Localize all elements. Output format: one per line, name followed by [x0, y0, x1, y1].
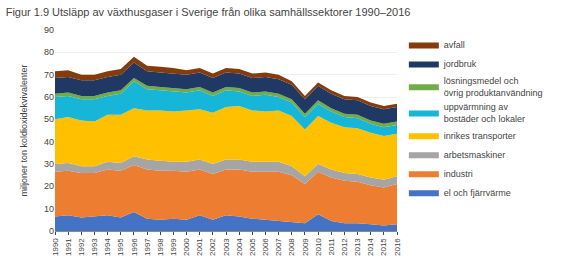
svg-text:2009: 2009 — [301, 238, 310, 256]
svg-text:1990: 1990 — [51, 238, 60, 256]
svg-text:70: 70 — [44, 70, 54, 80]
svg-text:1993: 1993 — [90, 238, 99, 256]
svg-text:80: 80 — [44, 47, 54, 57]
svg-text:el och fjärrvärme: el och fjärrvärme — [444, 188, 511, 198]
svg-text:2010: 2010 — [314, 238, 323, 256]
svg-text:2014: 2014 — [366, 238, 375, 256]
svg-text:60: 60 — [44, 92, 54, 102]
svg-text:inrikes transporter: inrikes transporter — [444, 131, 516, 141]
svg-text:1992: 1992 — [77, 238, 86, 256]
svg-text:1997: 1997 — [143, 238, 152, 256]
svg-text:2000: 2000 — [182, 238, 191, 256]
svg-text:30: 30 — [44, 159, 54, 169]
svg-text:2012: 2012 — [340, 238, 349, 256]
svg-text:2003: 2003 — [222, 238, 231, 256]
svg-text:0: 0 — [49, 226, 54, 236]
svg-text:2011: 2011 — [327, 238, 336, 256]
svg-text:90: 90 — [44, 25, 54, 35]
svg-text:1994: 1994 — [103, 238, 112, 256]
svg-text:arbetsmaskiner: arbetsmaskiner — [444, 150, 506, 160]
svg-text:2013: 2013 — [353, 238, 362, 256]
svg-text:1995: 1995 — [116, 238, 125, 256]
svg-text:miljoner ton koldioxidekvivale: miljoner ton koldioxidekvivalenter — [19, 64, 29, 196]
svg-text:2007: 2007 — [274, 238, 283, 256]
svg-text:2004: 2004 — [235, 238, 244, 256]
svg-text:50: 50 — [44, 114, 54, 124]
svg-text:industri: industri — [444, 169, 473, 179]
svg-text:2006: 2006 — [261, 238, 270, 256]
svg-text:2015: 2015 — [379, 238, 388, 256]
svg-text:jordbruk: jordbruk — [443, 59, 477, 69]
svg-text:Figur 1.9 Utsläpp av växthusga: Figur 1.9 Utsläpp av växthusgaser i Sver… — [6, 6, 411, 18]
svg-text:1996: 1996 — [130, 238, 139, 256]
svg-text:1991: 1991 — [64, 238, 73, 256]
svg-text:2008: 2008 — [287, 238, 296, 256]
svg-text:lösningsmedel ochövrig produkt: lösningsmedel ochövrig produktanvändning — [444, 76, 543, 98]
svg-text:2016: 2016 — [393, 238, 402, 256]
svg-text:2001: 2001 — [195, 238, 204, 256]
svg-text:1999: 1999 — [169, 238, 178, 256]
svg-text:20: 20 — [44, 181, 54, 191]
svg-text:40: 40 — [44, 137, 54, 147]
svg-text:uppvärmning avbostäder och lok: uppvärmning avbostäder och lokaler — [444, 102, 525, 124]
svg-text:1998: 1998 — [156, 238, 165, 256]
svg-text:2002: 2002 — [208, 238, 217, 256]
svg-text:10: 10 — [44, 204, 54, 214]
svg-text:2005: 2005 — [248, 238, 257, 256]
svg-text:avfall: avfall — [444, 40, 465, 50]
